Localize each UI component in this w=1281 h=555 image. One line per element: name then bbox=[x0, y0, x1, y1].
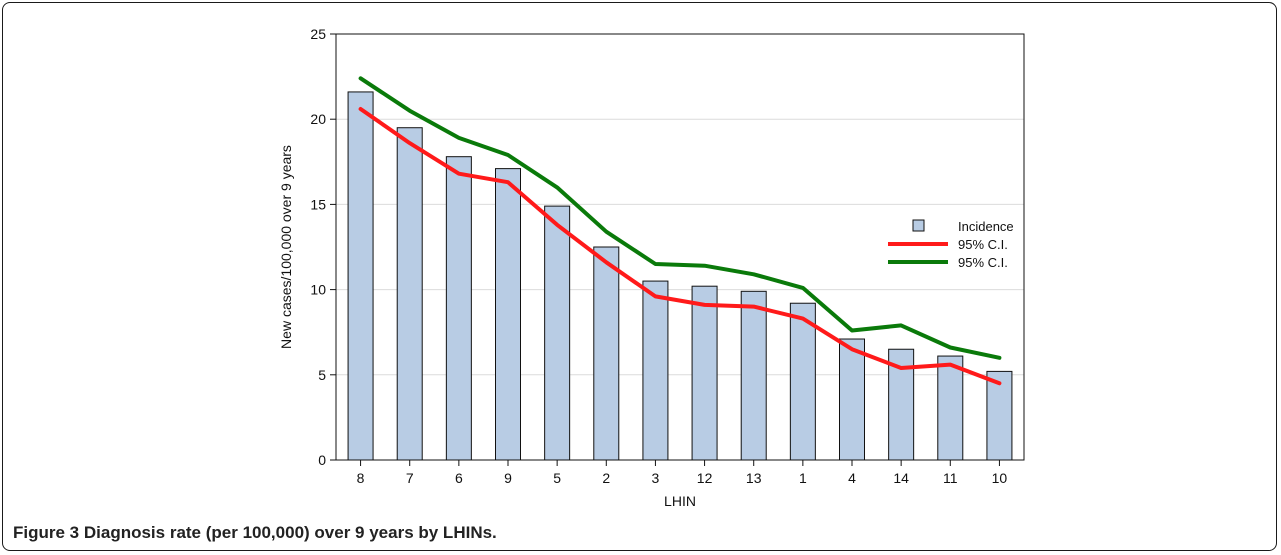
bar bbox=[839, 338, 865, 461]
x-tick-label: 6 bbox=[455, 470, 463, 486]
x-tick-label: 2 bbox=[602, 470, 610, 486]
bar bbox=[986, 370, 1013, 461]
x-tick-label: 4 bbox=[848, 470, 856, 486]
legend-swatch-incidence bbox=[912, 219, 925, 232]
y-tick-label: 15 bbox=[310, 196, 326, 212]
bar bbox=[347, 91, 374, 461]
bar bbox=[937, 355, 964, 461]
x-tick-label: 14 bbox=[893, 470, 909, 486]
legend-label: 95% C.I. bbox=[958, 255, 1008, 270]
x-axis-label: LHIN bbox=[664, 493, 696, 509]
y-tick-label: 25 bbox=[310, 26, 326, 42]
x-tick-label: 11 bbox=[943, 470, 958, 486]
bar bbox=[642, 280, 669, 461]
x-tick-label: 12 bbox=[697, 470, 713, 486]
bar bbox=[691, 285, 718, 461]
y-axis-label: New cases/100,000 over 9 years bbox=[278, 145, 294, 349]
bar bbox=[544, 205, 571, 461]
plot-frame bbox=[335, 33, 1025, 461]
legend-label: 95% C.I. bbox=[958, 237, 1008, 252]
bar bbox=[789, 302, 816, 461]
figure-caption: Figure 3 Diagnosis rate (per 100,000) ov… bbox=[13, 523, 497, 543]
bar bbox=[740, 290, 767, 461]
bar bbox=[593, 246, 620, 461]
y-tick-label: 10 bbox=[310, 282, 326, 298]
y-tick-label: 5 bbox=[318, 367, 326, 383]
ci-upper-line bbox=[358, 76, 1002, 360]
x-tick-label: 9 bbox=[504, 470, 512, 486]
y-tick-label: 0 bbox=[318, 452, 326, 468]
bar bbox=[445, 156, 472, 461]
y-tick-label: 20 bbox=[310, 111, 326, 127]
x-tick-label: 8 bbox=[357, 470, 365, 486]
caption-text: Diagnosis rate (per 100,000) over 9 year… bbox=[83, 523, 497, 542]
ci-lower-line bbox=[358, 107, 1002, 386]
x-tick-label: 5 bbox=[553, 470, 561, 486]
x-tick-label: 13 bbox=[746, 470, 762, 486]
bar bbox=[396, 127, 423, 461]
caption-label: Figure 3 bbox=[13, 523, 80, 542]
x-tick-label: 7 bbox=[406, 470, 414, 486]
legend-label: Incidence bbox=[958, 219, 1014, 234]
x-tick-label: 1 bbox=[799, 470, 807, 486]
x-tick-label: 3 bbox=[652, 470, 660, 486]
bar bbox=[495, 168, 521, 461]
x-tick-label: 10 bbox=[992, 470, 1008, 486]
